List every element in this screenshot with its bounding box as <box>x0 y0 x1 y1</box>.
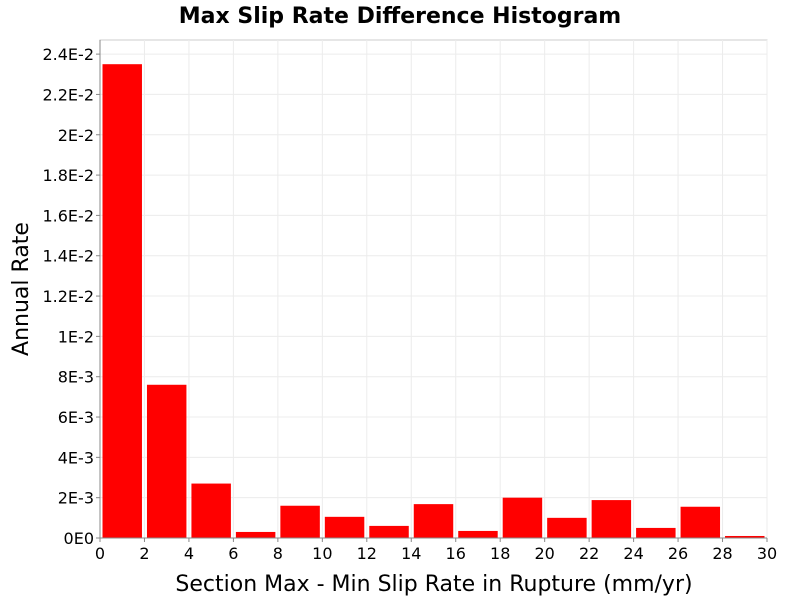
y-tick-label: 1.6E-2 <box>42 206 94 225</box>
bar <box>146 384 187 538</box>
x-tick-label: 2 <box>139 544 149 563</box>
x-tick-label: 6 <box>228 544 238 563</box>
y-tick-label: 1.4E-2 <box>42 247 94 266</box>
x-tick-label: 0 <box>95 544 105 563</box>
y-axis-ticks: 0E0 2E-3 4E-3 6E-3 8E-3 1E-2 1.2E-2 1.4E-2 1.6E-… <box>42 45 100 548</box>
bar <box>235 531 276 538</box>
bar <box>458 530 498 538</box>
y-axis-label: Annual Rate <box>9 222 34 356</box>
y-tick-label: 1.2E-2 <box>42 287 94 306</box>
y-tick-label: 8E-3 <box>58 368 94 387</box>
bar <box>591 500 632 538</box>
bar <box>102 64 142 538</box>
y-tick-label: 2E-2 <box>58 126 94 145</box>
x-tick-label: 12 <box>357 544 377 563</box>
x-tick-label: 8 <box>273 544 283 563</box>
plot-area <box>99 39 768 539</box>
bar <box>369 525 409 538</box>
x-axis-label: Section Max - Min Slip Rate in Rupture (… <box>175 572 692 597</box>
bar <box>680 506 721 538</box>
y-tick-label: 6E-3 <box>58 408 94 427</box>
bar <box>502 497 543 538</box>
bar <box>725 535 765 538</box>
bar <box>280 505 320 538</box>
bar <box>191 483 231 538</box>
grid-lines <box>99 40 768 539</box>
x-tick-label: 26 <box>668 544 688 563</box>
x-tick-label: 14 <box>401 544 421 563</box>
bars <box>102 64 765 538</box>
chart-title: Max Slip Rate Difference Histogram <box>179 4 621 29</box>
x-tick-label: 30 <box>757 544 777 563</box>
x-tick-label: 16 <box>446 544 466 563</box>
bar <box>324 516 365 538</box>
y-tick-label: 2E-3 <box>58 489 94 508</box>
y-tick-label: 1E-2 <box>58 327 94 346</box>
x-tick-label: 24 <box>623 544 643 563</box>
bar <box>413 504 454 538</box>
x-tick-label: 22 <box>579 544 599 563</box>
y-tick-label: 4E-3 <box>58 448 94 467</box>
y-tick-label: 1.8E-2 <box>42 166 94 185</box>
x-tick-label: 4 <box>184 544 194 563</box>
y-tick-label: 2.2E-2 <box>42 85 94 104</box>
y-tick-label: 2.4E-2 <box>42 45 94 64</box>
x-tick-label: 18 <box>490 544 510 563</box>
y-tick-label: 0E0 <box>64 529 94 548</box>
bar <box>636 527 676 538</box>
x-tick-label: 20 <box>534 544 554 563</box>
bar <box>547 517 587 538</box>
x-tick-label: 28 <box>712 544 732 563</box>
x-axis-ticks: 0 2 4 6 8 10 12 14 16 18 20 22 24 26 28 30 <box>95 538 777 563</box>
x-tick-label: 10 <box>312 544 332 563</box>
